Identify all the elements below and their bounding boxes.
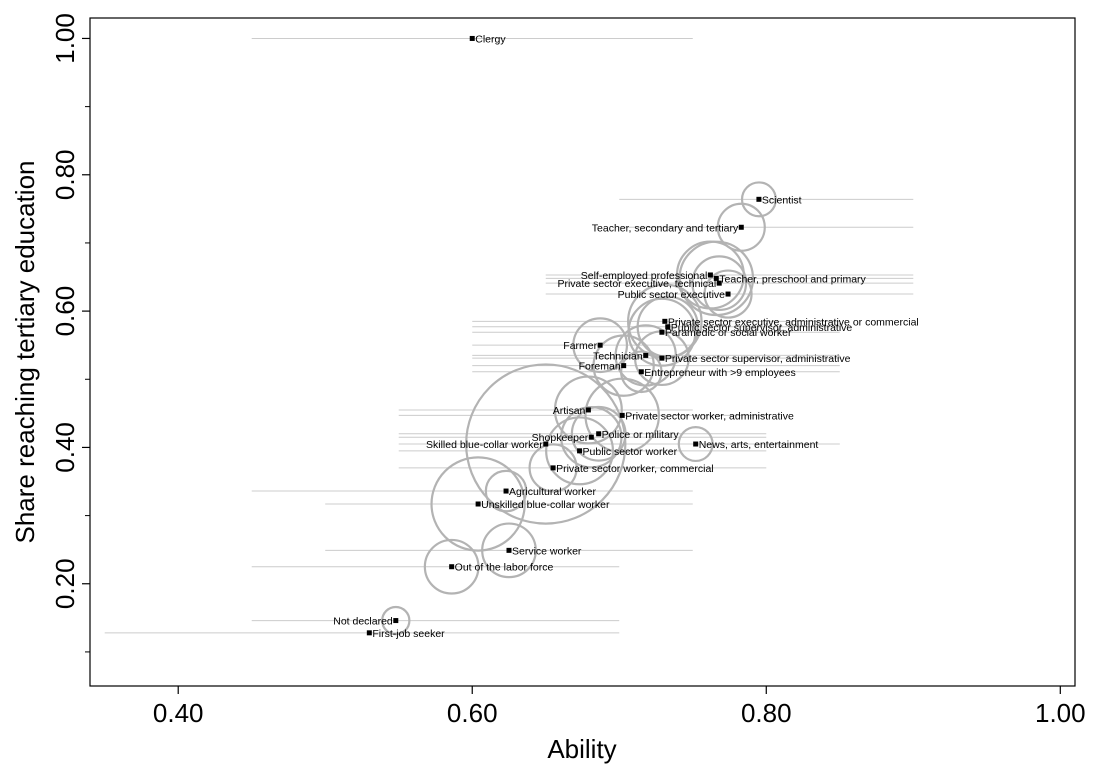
x-axis-title: Ability bbox=[547, 734, 616, 764]
size-bubble bbox=[584, 377, 660, 454]
size-bubble bbox=[703, 269, 753, 319]
size-bubble bbox=[528, 443, 578, 493]
point-label: Public sector worker bbox=[583, 446, 678, 458]
point-label: Farmer bbox=[563, 340, 597, 352]
point-label: Paramedic or social worker bbox=[665, 327, 792, 339]
point-label: Skilled blue-collar worker bbox=[426, 439, 543, 451]
data-point bbox=[596, 431, 602, 437]
point-label: Private sector worker, commercial bbox=[556, 463, 714, 475]
data-point bbox=[449, 564, 455, 570]
point-label: Private sector supervisor, administrativ… bbox=[665, 353, 851, 365]
point-label: Public sector supervisor, administrative bbox=[671, 322, 853, 334]
point-label: Teacher, secondary and tertiary bbox=[592, 222, 739, 234]
point-label: Not declared bbox=[333, 616, 393, 628]
data-point bbox=[366, 630, 372, 636]
data-point bbox=[713, 275, 719, 281]
size-bubble bbox=[740, 181, 777, 218]
point-label: Self-employed professional bbox=[581, 270, 708, 282]
data-point bbox=[475, 501, 481, 507]
range-lines bbox=[104, 37, 914, 634]
size-bubble bbox=[381, 605, 411, 636]
point-label: Private sector worker, administrative bbox=[625, 410, 794, 422]
size-bubble bbox=[465, 363, 627, 525]
size-bubble bbox=[423, 538, 480, 595]
x-tick-label: 0.40 bbox=[153, 698, 204, 728]
size-bubble bbox=[484, 469, 528, 513]
data-point bbox=[665, 324, 671, 330]
point-label: Unskilled blue-collar worker bbox=[481, 499, 610, 511]
data-point bbox=[550, 465, 556, 471]
point-label: Scientist bbox=[762, 194, 802, 206]
data-point bbox=[506, 547, 512, 553]
point-label: Agricultural worker bbox=[509, 486, 596, 498]
point-label: Shopkeeper bbox=[532, 432, 589, 444]
size-bubble bbox=[627, 283, 703, 360]
data-point bbox=[621, 363, 627, 369]
data-point bbox=[619, 412, 625, 418]
y-tick-label: 0.40 bbox=[50, 422, 80, 473]
point-label: Teacher, preschool and primary bbox=[719, 273, 866, 285]
size-bubble bbox=[481, 522, 537, 579]
y-tick-label: 1.00 bbox=[50, 13, 80, 64]
data-point bbox=[662, 318, 668, 324]
point-label: First-job seeker bbox=[372, 628, 445, 640]
data-point bbox=[643, 352, 649, 358]
y-tick-label: 0.60 bbox=[50, 286, 80, 337]
size-bubble bbox=[572, 317, 629, 374]
data-point bbox=[543, 441, 549, 447]
size-bubble bbox=[691, 255, 748, 312]
data-point bbox=[738, 224, 744, 230]
plot-frame bbox=[89, 17, 1076, 687]
data-point bbox=[659, 355, 665, 361]
data-point bbox=[597, 342, 603, 348]
data-point bbox=[585, 407, 591, 413]
data-point bbox=[659, 329, 665, 335]
data-point bbox=[577, 448, 583, 454]
point-label: Artisan bbox=[553, 405, 586, 417]
data-point bbox=[469, 35, 475, 41]
point-label: Out of the labor force bbox=[455, 562, 554, 574]
size-bubble bbox=[545, 416, 615, 486]
data-point bbox=[756, 196, 762, 202]
bubbles bbox=[381, 181, 777, 636]
data-point bbox=[693, 441, 699, 447]
x-tick-label: 0.80 bbox=[741, 698, 792, 728]
point-label: Service worker bbox=[512, 545, 582, 557]
point-labels: Clergy Scientist Teacher, secondary and te… bbox=[333, 33, 919, 639]
point-label: Public sector executive bbox=[618, 289, 726, 301]
y-tick-label: 0.20 bbox=[50, 558, 80, 609]
data-point bbox=[725, 291, 731, 297]
data-point bbox=[588, 434, 594, 440]
data-point bbox=[503, 488, 509, 494]
points bbox=[366, 35, 762, 636]
size-bubble bbox=[592, 334, 655, 397]
y-axis: 0.20 0.40 0.60 0.80 1.00 bbox=[50, 13, 90, 653]
size-bubble bbox=[677, 426, 714, 463]
y-axis-title: Share reaching tertiary education bbox=[10, 160, 40, 543]
point-label: Foreman bbox=[579, 361, 621, 373]
point-label: Clergy bbox=[475, 33, 506, 45]
size-bubble bbox=[627, 297, 697, 367]
x-tick-label: 0.60 bbox=[447, 698, 498, 728]
y-tick-label: 0.80 bbox=[50, 149, 80, 200]
point-label: Private sector executive, administrative… bbox=[668, 316, 919, 328]
data-point bbox=[707, 272, 713, 278]
point-label: News, arts, entertainment bbox=[699, 439, 819, 451]
data-point bbox=[638, 369, 644, 375]
size-bubble bbox=[430, 456, 526, 552]
data-point bbox=[393, 618, 399, 624]
data-point bbox=[716, 280, 722, 286]
point-label: Technician bbox=[593, 350, 643, 362]
point-label: Entrepreneur with >9 employees bbox=[644, 367, 795, 379]
point-label: Police or military bbox=[602, 429, 680, 441]
point-label: Private sector executive, technical bbox=[557, 278, 716, 290]
size-bubble bbox=[620, 350, 663, 394]
x-tick-label: 1.00 bbox=[1035, 698, 1086, 728]
x-axis: 0.40 0.60 0.80 1.00 bbox=[153, 686, 1086, 728]
